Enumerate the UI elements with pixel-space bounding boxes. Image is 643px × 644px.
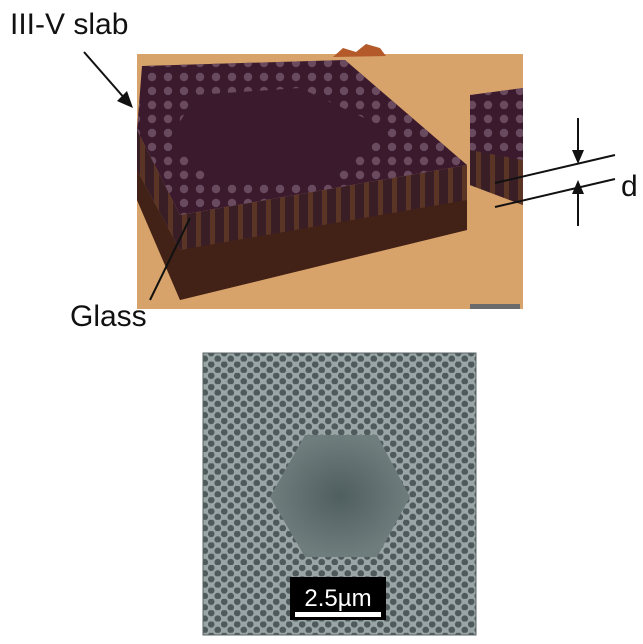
thickness-label: d xyxy=(621,170,638,203)
debris xyxy=(333,44,386,57)
scale-bar-label: 2.5µm xyxy=(304,585,371,612)
glass-pointer xyxy=(149,217,191,301)
d-line-top xyxy=(494,154,616,184)
slab-arrowhead xyxy=(117,91,133,108)
sem-cavity xyxy=(270,435,410,557)
scale-bar-line xyxy=(295,612,381,617)
sem-scale-bar: 2.5µm xyxy=(290,577,386,620)
render-scale-mark xyxy=(470,304,520,309)
cavity-region xyxy=(170,88,390,185)
slab-arrow xyxy=(83,51,127,101)
annotations xyxy=(83,51,616,301)
slab-label: III-V slab xyxy=(10,8,129,41)
render-panel xyxy=(137,44,523,309)
glass-label: Glass xyxy=(70,300,147,333)
slab-sidewall xyxy=(137,130,467,250)
d-line-bottom xyxy=(494,178,616,208)
